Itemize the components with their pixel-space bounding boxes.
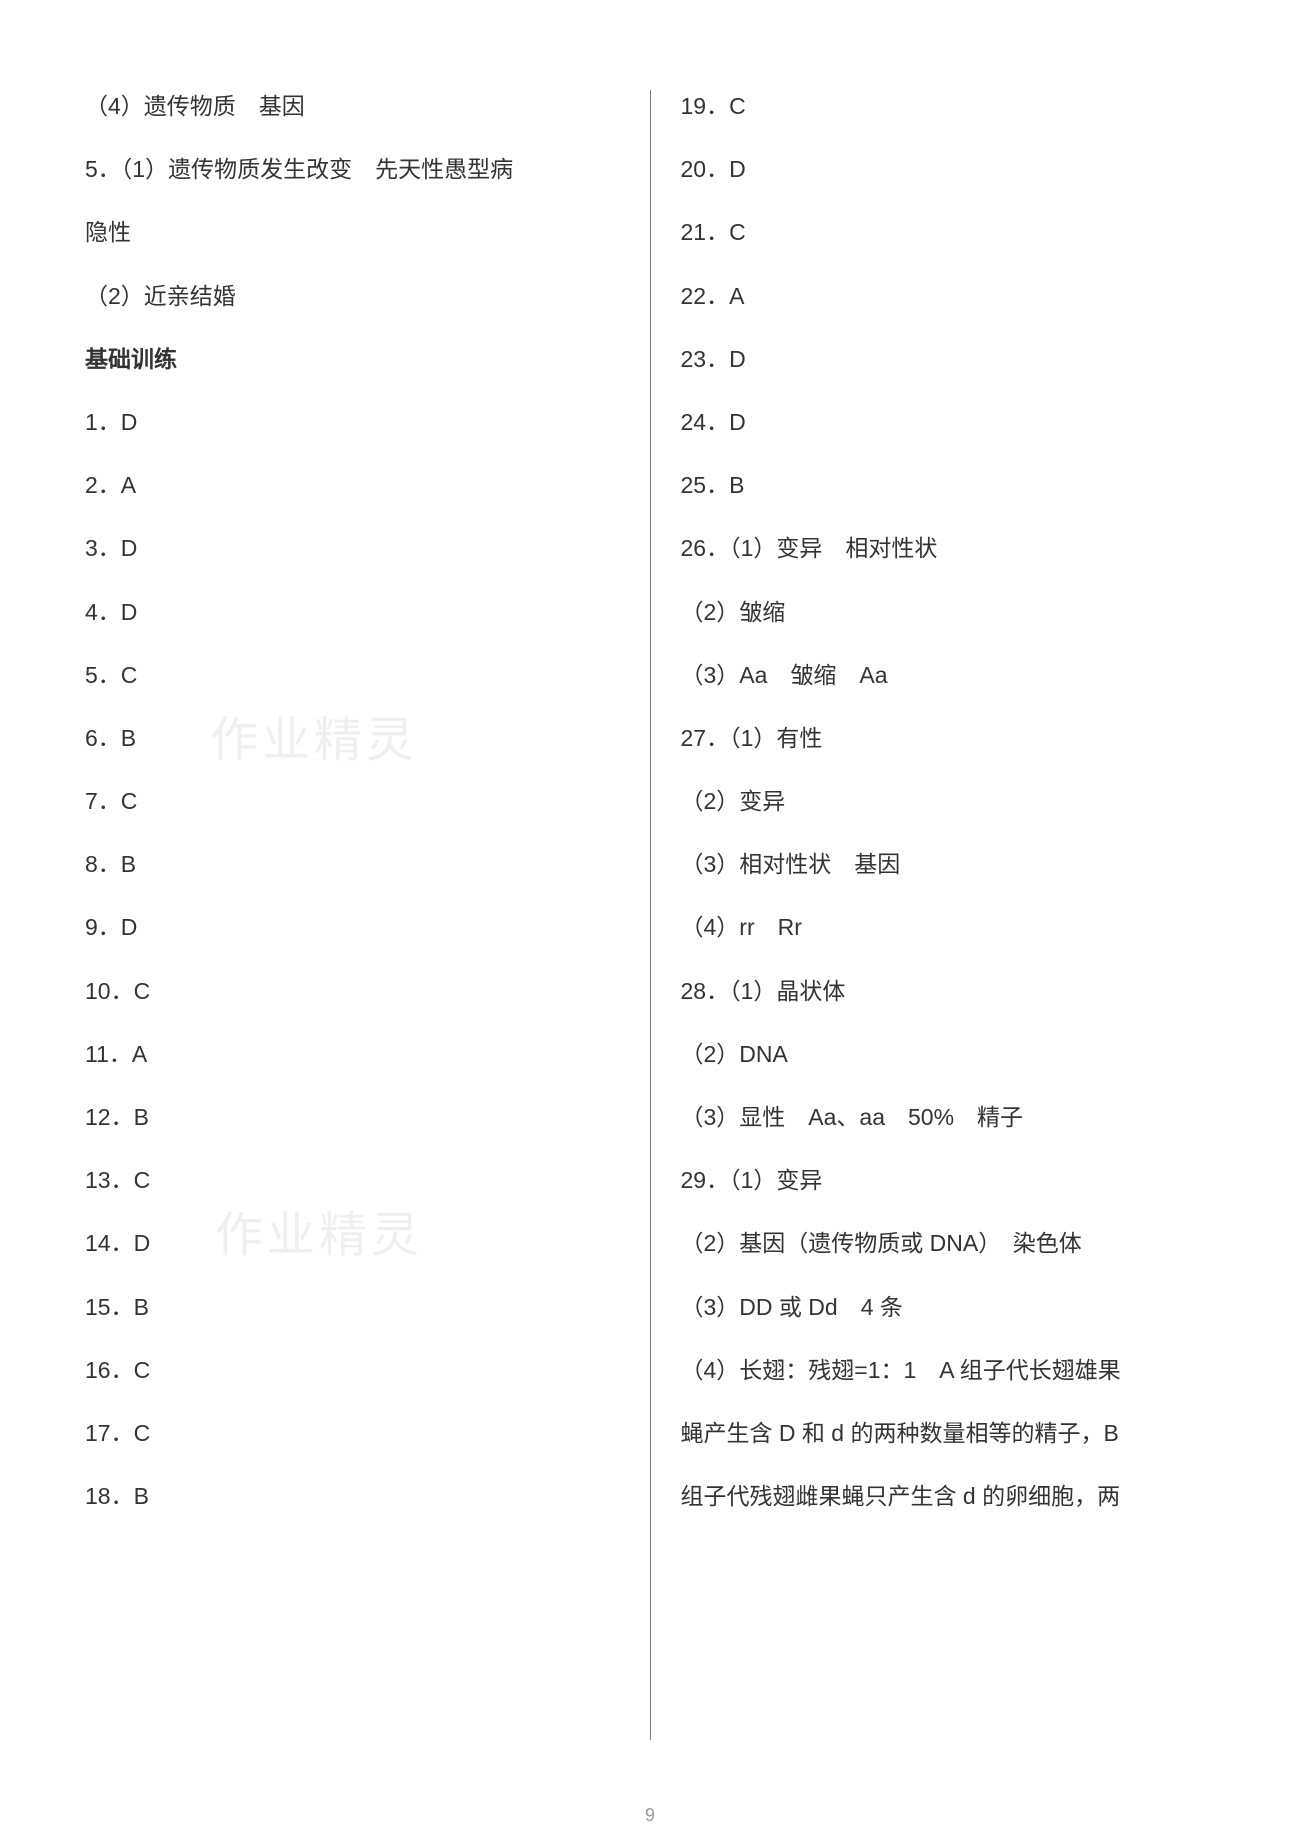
left-line: 10．C	[85, 975, 620, 1007]
left-line: 12．B	[85, 1101, 620, 1133]
left-line: 17．C	[85, 1417, 620, 1449]
right-line: 25．B	[681, 469, 1216, 501]
left-line: 5．C	[85, 659, 620, 691]
left-line: 1．D	[85, 406, 620, 438]
right-line: （2）皱缩	[681, 596, 1216, 628]
right-line: 28．（1）晶状体	[681, 975, 1216, 1007]
left-line: 基础训练	[85, 343, 620, 375]
left-line: 13．C	[85, 1164, 620, 1196]
left-line: 7．C	[85, 785, 620, 817]
left-line: 5．（1）遗传物质发生改变 先天性愚型病	[85, 153, 620, 185]
left-line: 14．D	[85, 1227, 620, 1259]
left-line: 3．D	[85, 532, 620, 564]
left-line: 16．C	[85, 1354, 620, 1386]
right-line: 23．D	[681, 343, 1216, 375]
right-line: 22．A	[681, 280, 1216, 312]
right-line: （3）DD 或 Dd 4 条	[681, 1291, 1216, 1323]
left-line: （4）遗传物质 基因	[85, 90, 620, 122]
right-line: 24．D	[681, 406, 1216, 438]
left-line: 18．B	[85, 1480, 620, 1512]
right-column: 19．C 20．D 21．C 22．A 23．D 24．D 25．B 26．（1）变异 相对性…	[651, 90, 1216, 1798]
right-line: 26．（1）变异 相对性状	[681, 532, 1216, 564]
right-line: 29．（1）变异	[681, 1164, 1216, 1196]
left-line: 6．B	[85, 722, 620, 754]
left-line: 隐性	[85, 216, 620, 248]
right-line: （2）变异	[681, 785, 1216, 817]
right-line: （2）基因（遗传物质或 DNA） 染色体	[681, 1227, 1216, 1259]
right-line: 21．C	[681, 216, 1216, 248]
right-line: 19．C	[681, 90, 1216, 122]
right-line: （4）rr Rr	[681, 911, 1216, 943]
right-line: （4）长翅：残翅=1：1 A 组子代长翅雄果	[681, 1354, 1216, 1386]
left-line: 4．D	[85, 596, 620, 628]
left-line: 2．A	[85, 469, 620, 501]
page-number: 9	[645, 1805, 655, 1826]
left-line: 11．A	[85, 1038, 620, 1070]
left-column: （4）遗传物质 基因 5．（1）遗传物质发生改变 先天性愚型病隐性 （2）近亲结婚基…	[85, 90, 650, 1798]
left-line: （2）近亲结婚	[85, 280, 620, 312]
right-line: （3）Aa 皱缩 Aa	[681, 659, 1216, 691]
right-line: （3）相对性状 基因	[681, 848, 1216, 880]
right-line: （2）DNA	[681, 1038, 1216, 1070]
left-line: 8．B	[85, 848, 620, 880]
right-line: （3）显性 Aa、aa 50% 精子	[681, 1101, 1216, 1133]
page-content: （4）遗传物质 基因 5．（1）遗传物质发生改变 先天性愚型病隐性 （2）近亲结婚基…	[85, 90, 1215, 1798]
right-line: 20．D	[681, 153, 1216, 185]
right-line: 蝇产生含 D 和 d 的两种数量相等的精子，B	[681, 1417, 1216, 1449]
right-line: 组子代残翅雌果蝇只产生含 d 的卵细胞，两	[681, 1480, 1216, 1512]
left-line: 15．B	[85, 1291, 620, 1323]
left-line: 9．D	[85, 911, 620, 943]
right-line: 27．（1）有性	[681, 722, 1216, 754]
